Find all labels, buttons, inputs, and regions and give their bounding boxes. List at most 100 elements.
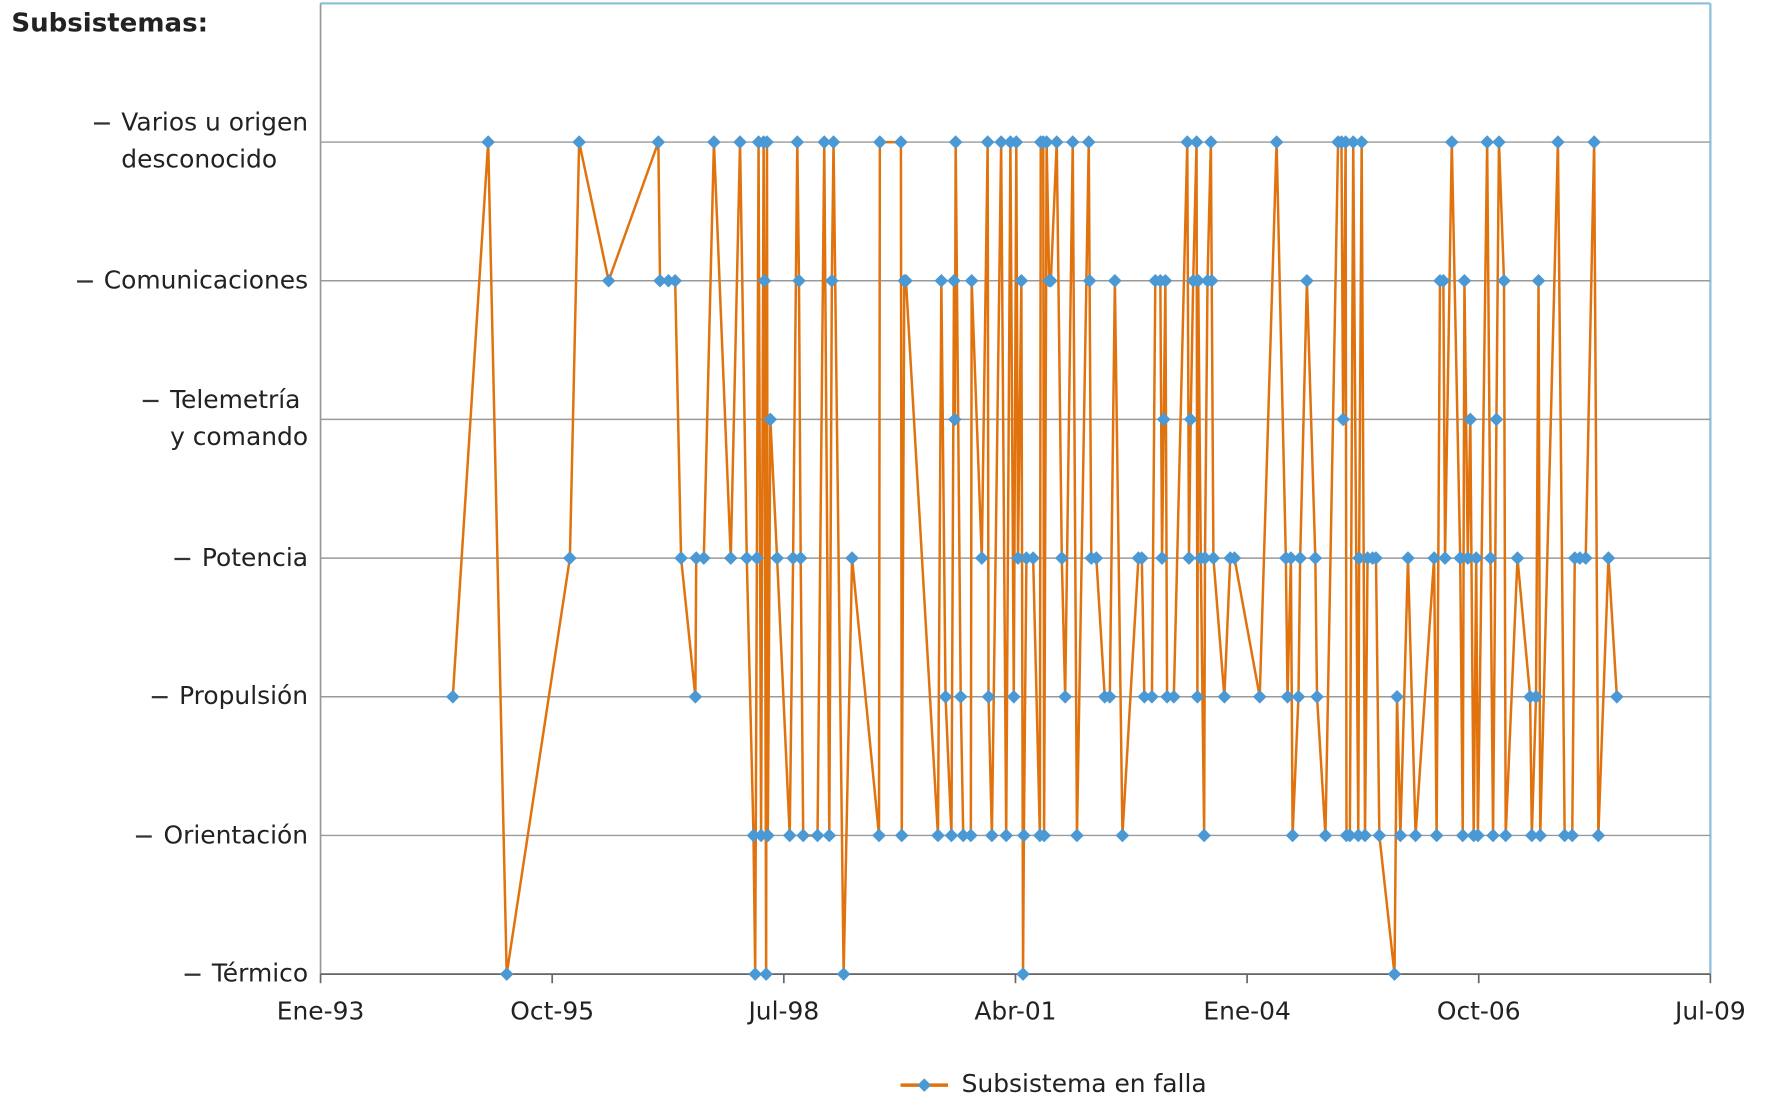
data-point xyxy=(796,828,810,843)
data-point xyxy=(964,273,979,288)
data-point xyxy=(446,689,460,704)
data-point xyxy=(1486,828,1500,843)
data-point xyxy=(1014,273,1029,288)
chart-title: Subsistemas: xyxy=(11,9,209,39)
data-point xyxy=(931,828,945,843)
x-tick-label: Jul-09 xyxy=(1673,997,1746,1026)
x-tick-label: Ene-93 xyxy=(277,997,365,1026)
data-point xyxy=(1206,551,1221,565)
data-point xyxy=(1438,551,1452,565)
data-point xyxy=(1103,689,1117,704)
data-point xyxy=(964,828,978,843)
y-tick-dash xyxy=(174,557,191,560)
data-point xyxy=(1197,828,1211,843)
data-point xyxy=(1285,828,1300,843)
data-point xyxy=(894,135,908,149)
x-tick-label: Ene-04 xyxy=(1203,997,1291,1026)
y-tick-dash xyxy=(142,400,159,403)
data-point xyxy=(1217,689,1232,704)
data-point xyxy=(1408,828,1423,843)
y-tick: Potencia xyxy=(174,539,308,576)
x-tick-label: Jul-98 xyxy=(746,997,819,1026)
data-point xyxy=(822,828,837,843)
y-tick: Propulsión xyxy=(151,678,309,715)
data-point xyxy=(688,689,703,704)
data-point xyxy=(1354,135,1369,149)
data-point xyxy=(1390,689,1404,704)
data-point xyxy=(1310,689,1324,704)
data-point xyxy=(1065,135,1080,149)
data-point xyxy=(994,135,1008,149)
data-point xyxy=(733,135,747,149)
data-point xyxy=(707,135,721,149)
data-point xyxy=(947,273,961,288)
data-point xyxy=(1204,135,1218,149)
data-point xyxy=(1498,828,1513,843)
data-point xyxy=(1190,689,1205,704)
data-point xyxy=(770,551,784,565)
data-point xyxy=(934,273,949,288)
data-point xyxy=(1457,273,1472,288)
legend-marker xyxy=(917,1078,932,1092)
x-tick-label: Oct-95 xyxy=(510,997,594,1026)
data-point xyxy=(1300,273,1314,288)
y-tick: Orientación xyxy=(136,817,308,854)
data-point xyxy=(1049,135,1064,149)
data-point xyxy=(817,135,832,149)
y-tick: Comunicaciones xyxy=(76,262,309,299)
data-point xyxy=(1252,689,1267,704)
data-point xyxy=(1531,273,1546,288)
data-point xyxy=(985,828,999,843)
data-point xyxy=(1346,135,1361,149)
data-point xyxy=(1058,689,1072,704)
y-tick-dash xyxy=(151,696,168,699)
data-point xyxy=(651,135,666,149)
data-point xyxy=(793,551,808,565)
data-point xyxy=(757,273,772,288)
y-tick: Varios u origen desconocido xyxy=(94,105,308,180)
data-point xyxy=(1480,135,1494,149)
data-point xyxy=(1372,828,1387,843)
y-tick-label: Orientación xyxy=(163,821,309,850)
data-point xyxy=(938,689,953,704)
data-point xyxy=(1318,828,1333,843)
data-point xyxy=(1336,412,1350,427)
data-point xyxy=(948,412,962,427)
data-point xyxy=(1497,273,1511,288)
data-point xyxy=(1183,412,1198,427)
y-tick-label: Telemetría y comando xyxy=(170,386,309,453)
data-point xyxy=(674,551,688,565)
data-point xyxy=(1492,135,1506,149)
data-point xyxy=(953,689,968,704)
data-point xyxy=(1108,273,1122,288)
data-point xyxy=(1269,135,1284,149)
data-point xyxy=(1191,273,1206,288)
data-point xyxy=(974,551,989,565)
y-tick-label: Comunicaciones xyxy=(103,266,309,295)
data-point xyxy=(697,551,711,565)
data-point xyxy=(1525,828,1539,843)
y-tick-dash xyxy=(184,973,201,976)
y-tick: Térmico xyxy=(184,955,309,992)
data-point xyxy=(1557,828,1572,843)
data-point xyxy=(1070,828,1084,843)
data-point xyxy=(1189,135,1204,149)
data-point xyxy=(1308,551,1323,565)
data-point xyxy=(873,135,887,149)
data-point xyxy=(836,967,851,981)
data-point xyxy=(782,828,797,843)
data-point xyxy=(1565,828,1580,843)
data-point xyxy=(1387,967,1402,981)
data-point xyxy=(999,828,1013,843)
data-point xyxy=(1489,412,1504,427)
y-tick-label: Propulsión xyxy=(179,682,309,711)
data-point xyxy=(825,273,839,288)
data-point xyxy=(759,967,773,981)
y-tick-label: Térmico xyxy=(211,959,309,989)
data-point xyxy=(1529,689,1543,704)
data-point xyxy=(723,551,738,565)
data-point xyxy=(1444,135,1459,149)
data-point xyxy=(948,135,963,149)
